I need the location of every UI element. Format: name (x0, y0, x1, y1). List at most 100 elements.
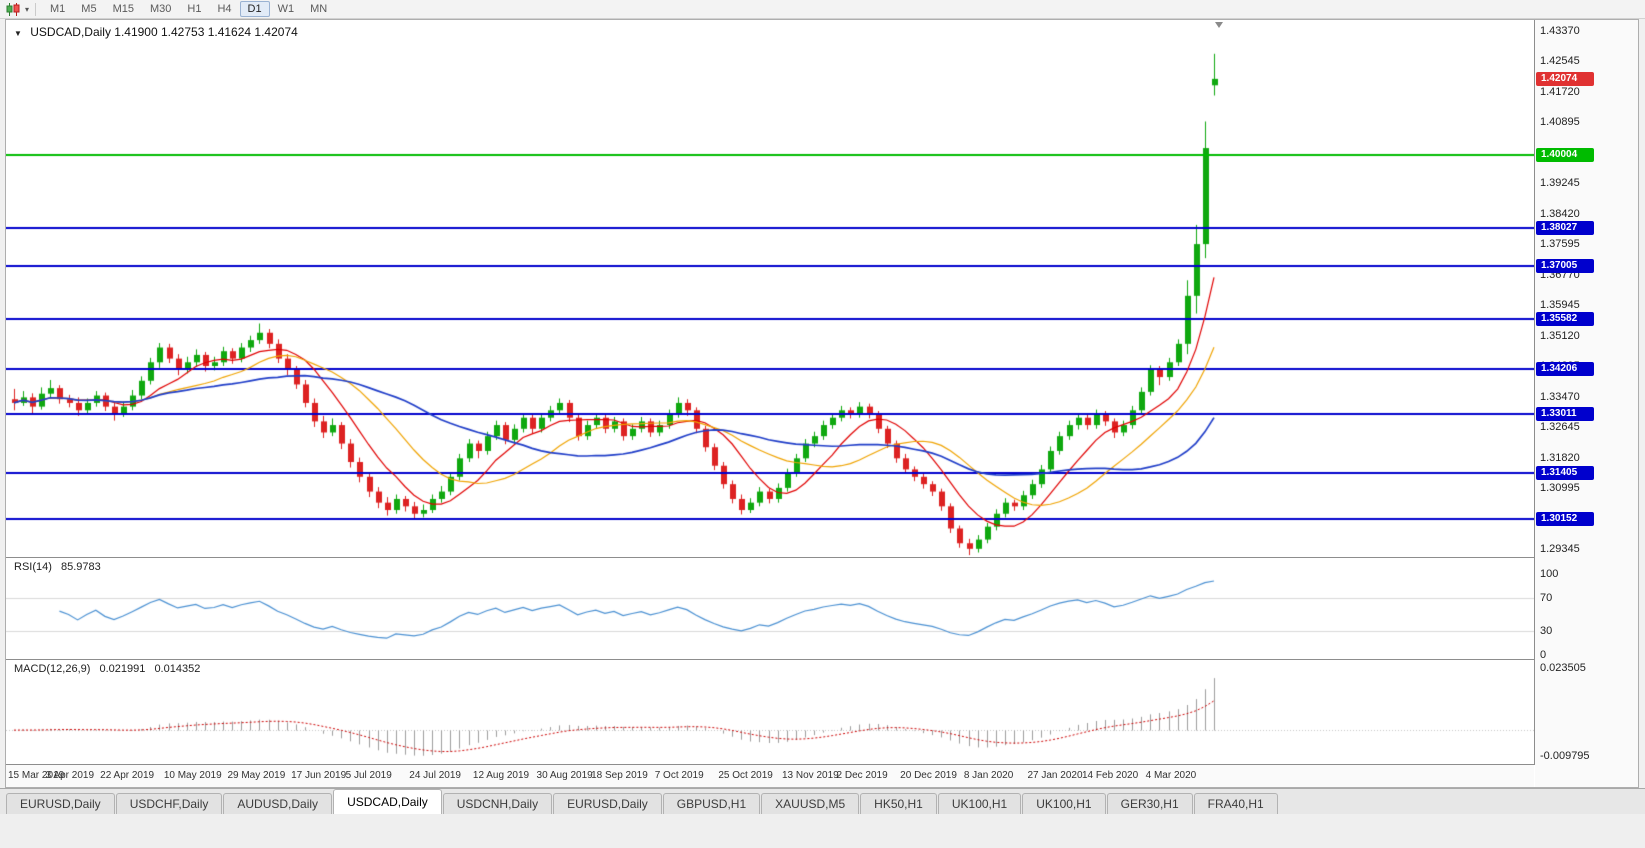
timeframe-button-h4[interactable]: H4 (217, 3, 232, 15)
macd-indicator-canvas[interactable] (6, 660, 1534, 764)
rsi-indicator-canvas[interactable] (6, 558, 1534, 659)
panel-separator[interactable] (6, 659, 1638, 660)
candlestick-chart-icon[interactable] (6, 2, 21, 16)
date-axis-label: 4 Mar 2020 (1145, 770, 1197, 781)
chart-title-text: USDCAD,Daily 1.41900 1.42753 1.41624 1.4… (30, 25, 298, 39)
rsi-scale-label: 70 (1540, 592, 1553, 605)
chart-tab-hk50-h1[interactable]: HK50,H1 (860, 793, 937, 814)
date-axis-label: 30 Aug 2019 (536, 770, 593, 781)
date-axis-label: 10 May 2019 (163, 770, 222, 781)
timeframe-button-h1[interactable]: H1 (187, 3, 202, 15)
timeframe-button-m15[interactable]: M15 (112, 3, 134, 15)
candlestick-chart-icon-svg (6, 2, 20, 16)
chart-shift-marker-icon[interactable] (1215, 22, 1223, 28)
date-axis-label: 12 Aug 2019 (472, 770, 530, 781)
hline-price-badge: 1.33011 (1536, 406, 1594, 421)
date-axis-label: 13 Nov 2019 (782, 770, 839, 781)
price-scale-label: 1.30995 (1540, 482, 1580, 495)
rsi-scale-label: 30 (1540, 624, 1553, 637)
macd-scale-label: 0.023505 (1540, 662, 1586, 674)
price-scale-label: 1.40895 (1540, 116, 1580, 129)
chart-tab-gbpusd-h1[interactable]: GBPUSD,H1 (662, 793, 761, 814)
chart-tab-eurusd-daily[interactable]: EURUSD,Daily (553, 793, 662, 814)
price-scale-label: 1.41720 (1540, 85, 1580, 98)
price-scale-label: 1.37595 (1540, 238, 1580, 251)
chart-tab-ger30-h1[interactable]: GER30,H1 (1106, 793, 1193, 814)
hline-price-badge: 1.34206 (1536, 362, 1594, 377)
symbol-dropdown-icon[interactable]: ▼ (14, 29, 22, 38)
macd-indicator-label: MACD(12,26,9) 0.021991 0.014352 (14, 663, 206, 675)
price-scale-label: 1.38420 (1540, 207, 1580, 220)
rsi-indicator-value: 85.9783 (60, 561, 101, 573)
rsi-scale-label: 0 (1540, 649, 1547, 661)
date-axis-label: 17 Jun 2019 (291, 770, 347, 781)
price-scale-label: 1.42545 (1540, 55, 1580, 68)
price-scale-border (1534, 20, 1535, 764)
date-axis-label: 15 Mar 2019 (8, 770, 65, 781)
timeframe-button-m5[interactable]: M5 (81, 3, 97, 15)
chart-tabs-bar: EURUSD,Daily USDCHF,Daily AUDUSD,Daily USDC… (0, 788, 1645, 814)
timeframe-button-mn[interactable]: MN (310, 3, 328, 15)
last-price-badge: 1.42074 (1536, 71, 1594, 86)
macd-indicator-name: MACD(12,26,9) (14, 663, 91, 675)
macd-main-value: 0.021991 (99, 663, 146, 675)
hline-price-badge: 1.35582 (1536, 311, 1594, 326)
hline-price-badge: 1.30152 (1536, 512, 1594, 527)
date-axis-label: 27 Jan 2020 (1027, 770, 1083, 781)
panel-separator[interactable] (6, 557, 1638, 558)
date-axis-label: 25 Oct 2019 (718, 770, 773, 781)
date-axis-label: 24 Jul 2019 (409, 770, 461, 781)
chart-tab-uk100-h1[interactable]: UK100,H1 (937, 793, 1022, 814)
time-axis-border (6, 764, 1638, 765)
chart-tab-audusd-daily[interactable]: AUDUSD,Daily (223, 793, 333, 814)
timeframe-button-m30[interactable]: M30 (149, 3, 172, 15)
price-scale-label: 1.32645 (1540, 421, 1580, 434)
price-scale-label: 1.29345 (1540, 543, 1580, 555)
rsi-indicator-label: RSI(14) 85.9783 (14, 561, 107, 573)
price-scale-label: 1.35945 (1540, 299, 1580, 312)
date-axis-label: 20 Dec 2019 (900, 770, 957, 781)
date-axis-label: 7 Oct 2019 (654, 770, 704, 781)
price-scale-label: 1.33470 (1540, 390, 1580, 403)
date-axis-label: 8 Jan 2020 (963, 770, 1014, 781)
timeframe-button-m1[interactable]: M1 (50, 3, 66, 15)
rsi-indicator-name: RSI(14) (14, 561, 52, 573)
price-scale-label: 1.43370 (1540, 25, 1580, 37)
chart-tab-usdcad-daily[interactable]: USDCAD,Daily (333, 789, 442, 814)
hline-price-badge: 1.40004 (1536, 148, 1594, 163)
chart-tab-usdcnh-daily[interactable]: USDCNH,Daily (442, 793, 553, 814)
price-scale-label: 1.39245 (1540, 177, 1580, 190)
timeframes-toolbar: ▾ M1 M5 M15 M30 H1 H4 D1 W1 MN (0, 0, 1645, 19)
chart-tab-uk100-h1[interactable]: UK100,H1 (1022, 793, 1106, 814)
date-axis-label: 5 Jul 2019 (345, 770, 392, 781)
macd-scale-label: -0.009795 (1540, 750, 1590, 762)
price-scale-label: 1.35120 (1540, 329, 1580, 342)
date-axis-label: 2 Dec 2019 (836, 770, 888, 781)
timeframe-button-w1[interactable]: W1 (277, 3, 295, 15)
chart-tabs-list: EURUSD,Daily USDCHF,Daily AUDUSD,Daily USDC… (6, 789, 1279, 814)
date-axis-label: 29 May 2019 (227, 770, 286, 781)
price-scale-label: 1.31820 (1540, 451, 1580, 464)
date-axis-label: 22 Apr 2019 (100, 770, 155, 781)
date-axis-label: 3 Apr 2019 (45, 770, 94, 781)
date-axis-label: 18 Sep 2019 (591, 770, 648, 781)
hline-price-badge: 1.38027 (1536, 221, 1594, 236)
timeframe-buttons-group: M1 M5 M15 M30 H1 H4 D1 W1 MN (42, 1, 335, 17)
time-axis[interactable]: 15 Mar 2019 3 Apr 2019 22 Apr 2019 10 May 2… (6, 765, 1534, 787)
chart-title: ▼ USDCAD,Daily 1.41900 1.42753 1.41624 1… (14, 25, 298, 39)
macd-signal-value: 0.014352 (154, 663, 201, 675)
chart-tab-xauusd-m5[interactable]: XAUUSD,M5 (761, 793, 860, 814)
timeframe-button-d1[interactable]: D1 (239, 1, 270, 17)
chart-window: ▼ USDCAD,Daily 1.41900 1.42753 1.41624 1… (5, 19, 1639, 788)
chart-type-dropdown-caret-icon[interactable]: ▾ (25, 4, 30, 14)
chart-tab-eurusd-daily[interactable]: EURUSD,Daily (6, 793, 115, 814)
price-scale[interactable]: 1.433701.425451.417201.408951.400701.392… (1535, 20, 1638, 787)
hline-price-badge: 1.31405 (1536, 465, 1594, 480)
main-price-chart-canvas[interactable] (6, 20, 1534, 557)
chart-tab-fra40-h1[interactable]: FRA40,H1 (1193, 793, 1278, 814)
chart-tab-usdchf-daily[interactable]: USDCHF,Daily (115, 793, 223, 814)
hline-price-badge: 1.37005 (1536, 259, 1594, 274)
toolbar-separator (35, 2, 37, 16)
status-bar (0, 814, 1645, 848)
